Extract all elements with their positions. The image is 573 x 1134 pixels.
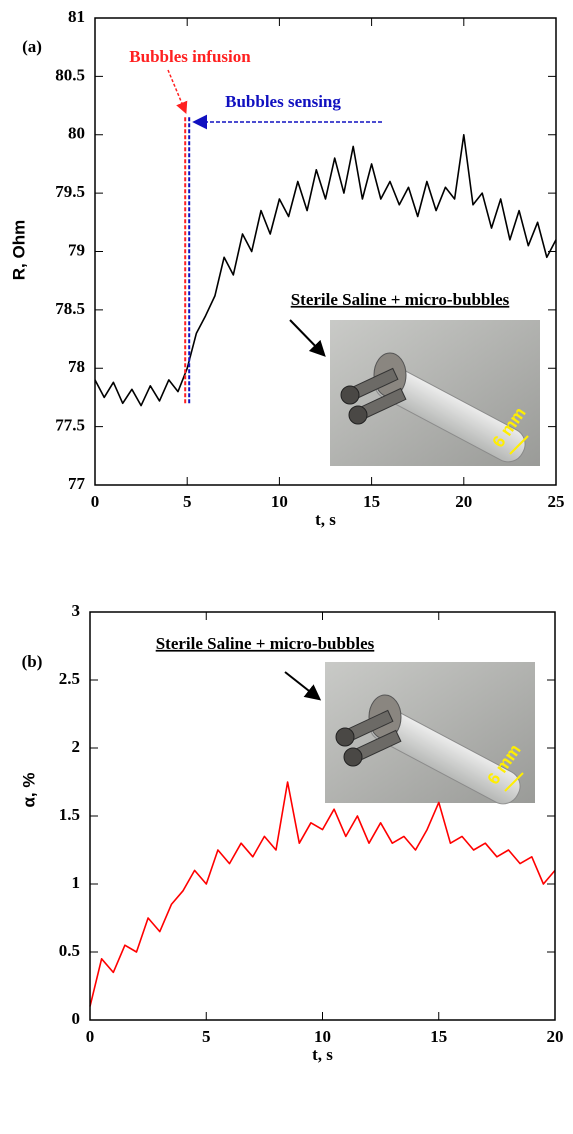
x-tick-label: 15 [363,492,380,511]
y-tick-label: 77.5 [55,416,85,435]
panel-label: (b) [22,652,43,671]
annotation-label: Bubbles infusion [129,47,251,66]
x-axis-label: t, s [312,1045,333,1064]
screw-head [340,385,360,405]
y-tick-label: 77 [68,474,86,493]
x-tick-label: 20 [455,492,472,511]
x-tick-label: 10 [271,492,288,511]
y-tick-label: 1.5 [59,805,80,824]
inset-arrow [284,671,322,701]
y-tick-label: 80.5 [55,65,85,84]
y-axis-label: α, % [19,772,38,807]
scale-arrow [504,772,524,792]
x-tick-label: 25 [548,492,565,511]
annotation-arrow [167,69,188,115]
inset-photo: 6 mm [325,662,535,805]
inset-caption: Sterile Saline + micro-bubbles [291,290,510,309]
x-tick-label: 0 [91,492,100,511]
x-tick-label: 10 [314,1027,331,1046]
y-tick-label: 3 [72,601,81,620]
x-tick-label: 5 [202,1027,211,1046]
x-tick-label: 20 [547,1027,564,1046]
y-tick-label: 0.5 [59,941,80,960]
data-line [94,134,557,407]
x-tick-label: 15 [430,1027,447,1046]
y-tick-label: 2.5 [59,669,80,688]
data-line [89,781,556,1007]
x-tick-label: 0 [86,1027,95,1046]
y-tick-label: 78.5 [55,299,85,318]
y-tick-label: 79 [68,240,85,259]
screw-head [343,747,363,767]
y-tick-label: 0 [72,1009,81,1028]
annotation-label: Bubbles sensing [225,92,341,111]
x-tick-label: 5 [183,492,192,511]
panel-label: (a) [22,37,42,56]
inset-caption: Sterile Saline + micro-bubbles [156,634,375,653]
screw-head [335,727,355,747]
inset-photo: 6 mm [330,320,540,466]
y-axis-label: R, Ohm [9,220,28,280]
y-tick-label: 2 [72,737,81,756]
y-tick-label: 1 [72,873,81,892]
y-tick-label: 79.5 [55,182,85,201]
y-tick-label: 81 [68,7,85,26]
scale-arrow [509,435,529,455]
x-axis-label: t, s [315,510,336,529]
screw-head [348,405,368,425]
y-tick-label: 80 [68,124,85,143]
inset-arrow [289,319,326,357]
y-tick-label: 78 [68,357,85,376]
